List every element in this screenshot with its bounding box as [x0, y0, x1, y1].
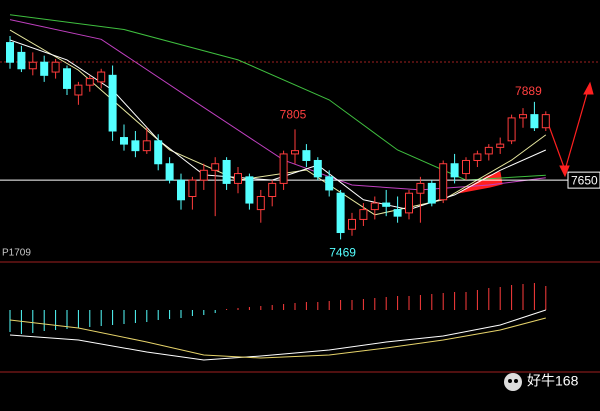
- watermark-icon: [508, 379, 512, 383]
- candle-body: [154, 140, 163, 165]
- watermark: 好牛168: [504, 373, 579, 391]
- candle-body: [131, 140, 140, 152]
- candle-body: [439, 163, 448, 201]
- candle-body: [142, 140, 151, 152]
- candle-body: [245, 176, 254, 204]
- line-series: [9, 317, 546, 359]
- candle-body: [17, 51, 26, 70]
- candle-body: [302, 150, 311, 161]
- candle-body: [108, 74, 117, 132]
- candle-body: [51, 61, 60, 73]
- candle-body: [359, 209, 368, 220]
- candle-body: [405, 192, 413, 214]
- candle-body: [313, 159, 322, 178]
- watermark-icon: [514, 379, 518, 383]
- candle-body: [74, 84, 83, 96]
- candle-body: [28, 61, 37, 70]
- candle-body: [416, 182, 425, 194]
- candle-body: [450, 163, 459, 178]
- watermark-text: 好牛168: [527, 373, 579, 389]
- high-label: 7889: [515, 84, 542, 98]
- price-label: 7650: [571, 173, 598, 187]
- panel-label: P1709: [2, 248, 31, 259]
- candle-body: [279, 153, 288, 184]
- price-box: [567, 171, 600, 189]
- candle-body: [120, 137, 128, 145]
- candle-body: [427, 182, 436, 204]
- line-series: [9, 39, 547, 211]
- candle-body: [40, 61, 49, 76]
- candle-body: [268, 182, 277, 197]
- candle-body: [6, 42, 14, 63]
- candle-body: [85, 78, 94, 86]
- candle-body: [291, 150, 299, 155]
- candle-body: [507, 117, 516, 142]
- candle-body: [211, 163, 220, 171]
- candle-body: [382, 202, 391, 207]
- candle-body: [462, 159, 470, 175]
- high-label: 7805: [280, 108, 307, 122]
- candle-body: [393, 209, 402, 217]
- candle-body: [519, 114, 527, 119]
- candle-body: [484, 146, 493, 155]
- low-label: 7469: [329, 246, 356, 260]
- candle-body: [473, 153, 482, 161]
- candle-body: [63, 68, 71, 89]
- arrow: [564, 89, 589, 171]
- watermark-icon: [504, 373, 522, 391]
- line-series: [9, 309, 546, 361]
- candle-body: [165, 163, 174, 181]
- candle-body: [496, 143, 505, 148]
- arrowhead: [559, 165, 570, 178]
- candle-body: [199, 169, 208, 181]
- candle-body: [188, 179, 197, 197]
- arrowhead: [583, 81, 594, 95]
- candle-body: [348, 218, 356, 230]
- candle-body: [336, 192, 345, 234]
- candle-body: [530, 114, 539, 129]
- candle-body: [97, 71, 106, 83]
- candle-body: [234, 173, 242, 184]
- candle-body: [177, 179, 185, 201]
- candle-body: [370, 202, 379, 211]
- candle-body: [256, 196, 265, 211]
- candle-body: [222, 159, 231, 184]
- candle-body: [541, 114, 550, 129]
- candle-body: [325, 176, 334, 191]
